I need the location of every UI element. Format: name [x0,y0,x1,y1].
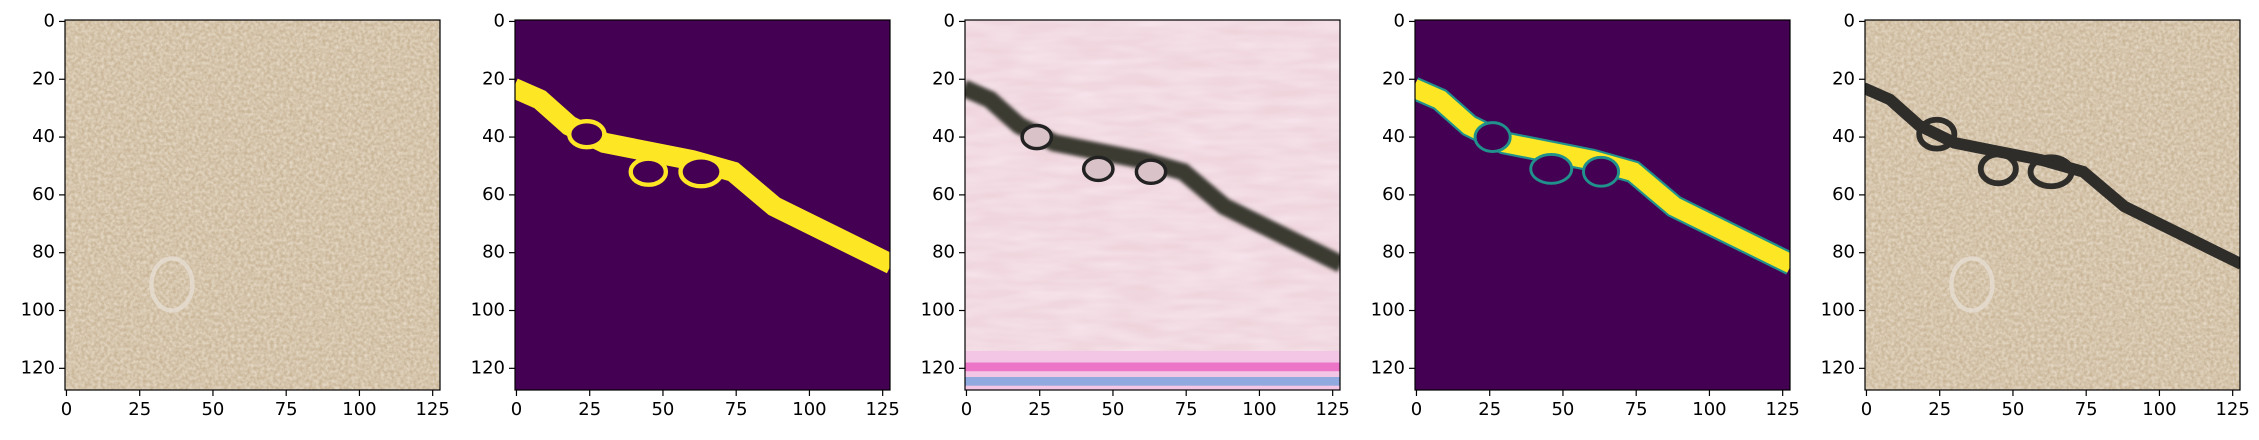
x-tick-label: 100 [1692,399,1726,420]
y-tick-label: 120 [1371,357,1405,378]
x-tick-label: 100 [792,399,826,420]
y-tick-label: 0 [1844,10,1855,31]
x-tick-label: 25 [1928,399,1951,420]
y-tick-label: 100 [21,300,55,321]
y-tick-label: 0 [494,10,505,31]
y-tick-label: 80 [1832,242,1855,263]
y-tick-label: 60 [1832,184,1855,205]
image-content [514,20,892,390]
y-tick-label: 20 [932,68,955,89]
axes-frame [514,19,891,391]
axes-frame [1414,19,1791,391]
x-tick-label: 25 [1028,399,1051,420]
image [514,20,892,390]
y-tick-label: 100 [921,300,955,321]
y-tick-label: 80 [1382,242,1405,263]
y-tick-label: 40 [1832,126,1855,147]
y-tick-label: 20 [482,68,505,89]
y-tick-label: 20 [1382,68,1405,89]
x-tick-label: 75 [1625,399,1648,420]
x-tick-label: 75 [1175,399,1198,420]
y-tick-label: 20 [32,68,55,89]
axes-frame [64,19,441,391]
x-tick-label: 25 [128,399,151,420]
x-tick-label: 50 [651,399,674,420]
y-tick-label: 100 [471,300,505,321]
y-tick-label: 60 [32,184,55,205]
x-tick-label: 100 [342,399,376,420]
y-tick-label: 80 [932,242,955,263]
x-tick-label: 0 [1411,399,1422,420]
x-tick-label: 50 [201,399,224,420]
y-tick-label: 60 [1382,184,1405,205]
y-tick-label: 0 [1394,10,1405,31]
x-tick-label: 100 [1242,399,1276,420]
x-tick-label: 75 [725,399,748,420]
x-tick-label: 50 [1551,399,1574,420]
x-tick-label: 25 [578,399,601,420]
image [1414,20,1792,390]
image [964,20,1342,390]
y-tick-label: 40 [932,126,955,147]
y-tick-label: 80 [32,242,55,263]
axes-frame [1864,19,2241,391]
image-content [65,20,440,390]
x-tick-label: 50 [2001,399,2024,420]
x-tick-label: 50 [1101,399,1124,420]
x-tick-label: 125 [1765,399,1799,420]
y-tick-label: 0 [44,10,55,31]
y-tick-label: 120 [1821,357,1855,378]
y-tick-label: 60 [482,184,505,205]
x-tick-label: 125 [415,399,449,420]
y-tick-label: 40 [1382,126,1405,147]
y-tick-label: 120 [471,357,505,378]
y-tick-label: 120 [21,357,55,378]
image-content [1864,20,2242,390]
axes-frame [964,19,1341,391]
x-tick-label: 125 [2215,399,2249,420]
y-tick-label: 60 [932,184,955,205]
y-tick-label: 100 [1821,300,1855,321]
y-tick-label: 40 [482,126,505,147]
x-tick-label: 0 [1861,399,1872,420]
image [65,20,440,390]
y-tick-label: 100 [1371,300,1405,321]
y-tick-label: 40 [32,126,55,147]
x-tick-label: 75 [275,399,298,420]
x-tick-label: 0 [511,399,522,420]
y-tick-label: 0 [944,10,955,31]
y-tick-label: 20 [1832,68,1855,89]
image [1864,20,2242,390]
x-tick-label: 125 [865,399,899,420]
x-tick-label: 125 [1315,399,1349,420]
x-tick-label: 0 [961,399,972,420]
x-tick-label: 25 [1478,399,1501,420]
image-content [1414,20,1792,390]
x-tick-label: 75 [2075,399,2098,420]
y-tick-label: 120 [921,357,955,378]
x-tick-label: 100 [2142,399,2176,420]
y-tick-label: 80 [482,242,505,263]
x-tick-label: 0 [61,399,72,420]
image-content [964,20,1342,390]
